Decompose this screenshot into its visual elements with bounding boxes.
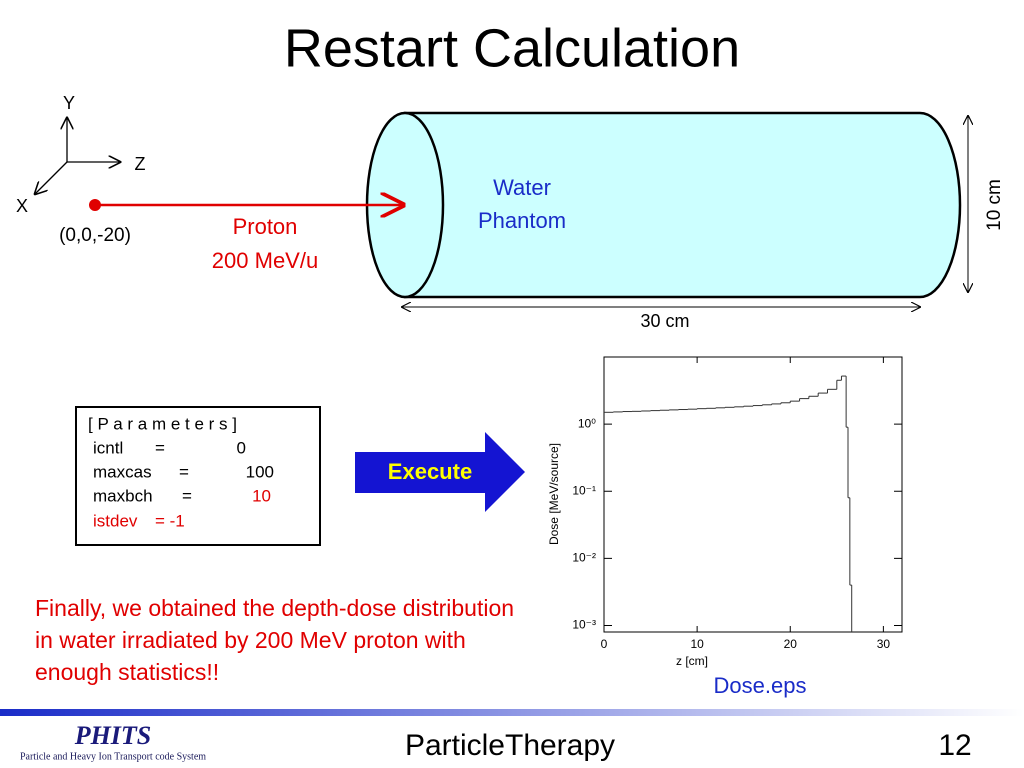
axis-y-label: Y [63,93,75,113]
footer-logo: PHITS [74,721,152,750]
parameters-box [75,406,321,546]
x-tick-label: 20 [784,637,798,651]
y-tick-label: 10⁻³ [572,618,596,632]
execute-button[interactable] [355,432,525,512]
footer-center: ParticleTherapy [405,729,615,762]
axis-x-label: X [16,196,28,216]
y-tick-label: 10⁰ [578,416,596,430]
param-name: maxbch [93,486,153,505]
y-axis-label: Dose [MeV/source] [547,443,561,545]
param-name: istdev [93,511,138,530]
x-axis-label: z [cm] [676,654,708,668]
axes-icon [35,118,120,194]
slide-title: Restart Calculation [284,18,740,78]
page-number: 12 [938,729,971,762]
beam-energy: 200 MeV/u [212,248,318,273]
execute-label[interactable]: Execute [388,459,472,484]
x-tick-label: 0 [601,637,608,651]
param-name: icntl [93,438,123,457]
x-tick-label: 10 [690,637,704,651]
dose-chart: z [cm] Dose [MeV/source] 0 10 20 30 10⁰ 10⁻¹ 1… [547,356,903,668]
param-value: 10 [252,486,271,505]
param-value: 0 [237,438,246,457]
axis-z-label: Z [135,154,146,174]
target-label: Phantom [478,208,566,233]
param-value: = -1 [155,511,185,530]
x-tick-label: 30 [877,637,891,651]
param-eq: = [179,462,189,481]
param-name: maxcas [93,462,152,481]
beam-label: Proton [233,214,298,239]
param-eq: = [182,486,192,505]
cylinder-body [403,111,962,299]
footer-logo-subtitle: Particle and Heavy Ion Transport code Sy… [20,751,206,762]
param-value: 100 [246,462,274,481]
source-position: (0,0,-20) [59,225,131,246]
diameter-label: 10 cm [984,179,1005,231]
histogram [604,375,853,632]
y-tick-label: 10⁻² [572,551,596,565]
target-label: Water [493,175,551,200]
caption: Finally, we obtained the depth-dose dist… [35,595,515,685]
plot-frame [603,356,903,633]
figure-label: Dose.eps [714,673,807,698]
length-label: 30 cm [640,311,689,331]
footer-bar [0,709,1024,716]
parameters-header: [ P a r a m e t e r s ] [88,414,237,433]
param-eq: = [155,438,165,457]
y-tick-label: 10⁻¹ [572,483,596,497]
